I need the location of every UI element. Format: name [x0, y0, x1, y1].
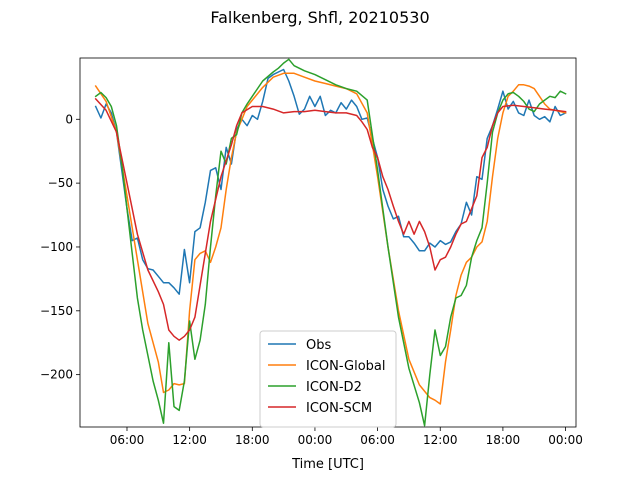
plot-area	[94, 58, 567, 427]
legend-label: ICON-SCM	[306, 401, 372, 416]
legend-label: Obs	[306, 338, 331, 353]
y-tick-label: −150	[40, 304, 73, 318]
chart-title: Falkenberg, Shfl, 20210530	[210, 8, 429, 27]
x-tick-label: 06:00	[110, 433, 145, 447]
x-tick-label: 12:00	[423, 433, 458, 447]
x-tick-label: 00:00	[548, 433, 583, 447]
x-tick-label: 18:00	[486, 433, 521, 447]
x-axis-label: Time [UTC]	[291, 457, 364, 472]
legend: Obs ICON-Global ICON-D2 ICON-SCM	[259, 330, 397, 428]
legend-label: ICON-Global	[306, 359, 386, 374]
y-tick-label: −50	[48, 176, 73, 190]
y-tick-label: −200	[40, 368, 73, 382]
series-line-obs	[94, 68, 567, 295]
x-tick-label: 00:00	[298, 433, 333, 447]
x-tick-label: 18:00	[235, 433, 270, 447]
x-axis: 06:00 12:00 18:00 00:00 06:00 12:00 18:00 00:00	[110, 427, 583, 447]
y-axis: 0 −50 −100 −150 −200	[40, 112, 80, 382]
legend-box	[259, 330, 397, 428]
series-line-icon-scm	[94, 97, 567, 341]
series-line-icon-d2	[94, 58, 567, 427]
x-tick-label: 06:00	[360, 433, 395, 447]
y-tick-label: −100	[40, 240, 73, 254]
legend-label: ICON-D2	[306, 380, 362, 395]
x-tick-label: 12:00	[172, 433, 207, 447]
y-tick-label: 0	[65, 112, 73, 126]
